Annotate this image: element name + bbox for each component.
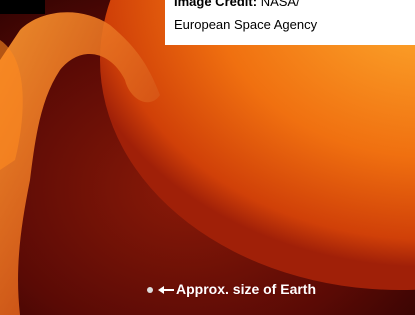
credit-source: NASA/ [261, 0, 300, 9]
page: Image Credit: NASA/ European Space Agenc… [0, 0, 415, 315]
credit-box: Image Credit: NASA/ European Space Agenc… [165, 0, 415, 45]
sun-image [0, 0, 415, 315]
earth-size-label: Approx. size of Earth [176, 281, 316, 297]
agency: European Space Agency [174, 17, 317, 32]
credit-line: Image Credit: NASA/ [174, 0, 300, 9]
credit-label: Image Credit: [174, 0, 257, 9]
